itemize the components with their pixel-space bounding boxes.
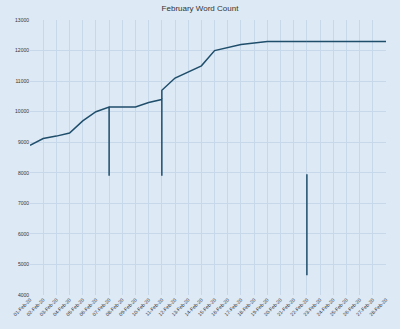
svg-text:06-Feb-20: 06-Feb-20 — [78, 297, 99, 318]
svg-text:6000: 6000 — [18, 231, 29, 237]
svg-text:February Word Count: February Word Count — [162, 4, 240, 13]
svg-text:18-Feb-20: 18-Feb-20 — [236, 297, 257, 318]
svg-text:02-Feb-20: 02-Feb-20 — [25, 297, 46, 318]
svg-text:03-Feb-20: 03-Feb-20 — [38, 297, 59, 318]
svg-text:20-Feb-20: 20-Feb-20 — [262, 297, 283, 318]
svg-text:04-Feb-20: 04-Feb-20 — [51, 297, 72, 318]
svg-text:10000: 10000 — [15, 108, 29, 114]
svg-text:16-Feb-20: 16-Feb-20 — [210, 297, 231, 318]
svg-text:10-Feb-20: 10-Feb-20 — [131, 297, 152, 318]
svg-text:21-Feb-20: 21-Feb-20 — [276, 297, 297, 318]
svg-text:14-Feb-20: 14-Feb-20 — [183, 297, 204, 318]
svg-text:01-Feb-20: 01-Feb-20 — [12, 297, 33, 318]
svg-text:12-Feb-20: 12-Feb-20 — [157, 297, 178, 318]
svg-text:27-Feb-20: 27-Feb-20 — [355, 297, 376, 318]
svg-text:28-Feb-20: 28-Feb-20 — [368, 297, 389, 318]
svg-text:13000: 13000 — [15, 17, 29, 23]
svg-text:22-Feb-20: 22-Feb-20 — [289, 297, 310, 318]
svg-text:9000: 9000 — [18, 139, 29, 145]
svg-text:26-Feb-20: 26-Feb-20 — [342, 297, 363, 318]
svg-text:19-Feb-20: 19-Feb-20 — [249, 297, 270, 318]
svg-text:5000: 5000 — [18, 261, 29, 267]
svg-text:15-Feb-20: 15-Feb-20 — [197, 297, 218, 318]
svg-text:12000: 12000 — [15, 47, 29, 53]
svg-text:13-Feb-20: 13-Feb-20 — [170, 297, 191, 318]
svg-text:23-Feb-20: 23-Feb-20 — [302, 297, 323, 318]
svg-text:05-Feb-20: 05-Feb-20 — [65, 297, 86, 318]
svg-text:7000: 7000 — [18, 200, 29, 206]
svg-text:17-Feb-20: 17-Feb-20 — [223, 297, 244, 318]
svg-text:4000: 4000 — [18, 292, 29, 298]
svg-text:09-Feb-20: 09-Feb-20 — [117, 297, 138, 318]
svg-text:8000: 8000 — [18, 170, 29, 176]
svg-text:25-Feb-20: 25-Feb-20 — [328, 297, 349, 318]
svg-text:07-Feb-20: 07-Feb-20 — [91, 297, 112, 318]
svg-text:11000: 11000 — [15, 78, 29, 84]
svg-text:08-Feb-20: 08-Feb-20 — [104, 297, 125, 318]
svg-text:11-Feb-20: 11-Feb-20 — [144, 297, 164, 317]
svg-text:24-Feb-20: 24-Feb-20 — [315, 297, 336, 318]
